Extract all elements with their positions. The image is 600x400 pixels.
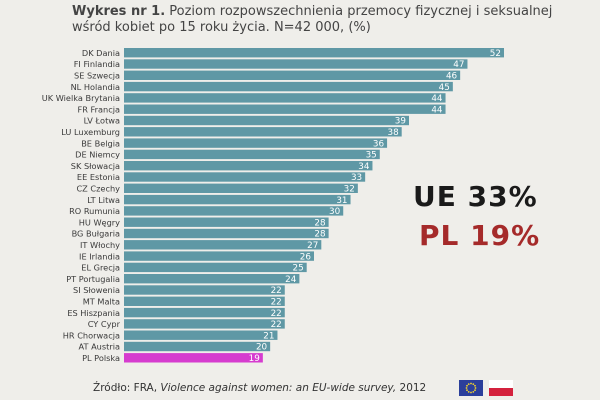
category-label: LV Łotwa xyxy=(84,116,120,126)
value-label: 47 xyxy=(453,60,464,70)
bar xyxy=(124,183,358,193)
source-note: Źródło: FRA, Violence against women: an … xyxy=(93,382,426,394)
bar xyxy=(124,161,373,171)
value-label: 27 xyxy=(307,241,318,251)
category-label: LT Litwa xyxy=(87,195,120,205)
category-label: EE Estonia xyxy=(77,172,120,182)
value-label: 26 xyxy=(300,252,312,262)
source-prefix: Źródło: FRA, xyxy=(93,382,161,394)
bar xyxy=(124,93,446,103)
bar xyxy=(124,172,366,182)
value-label: 22 xyxy=(271,286,282,296)
value-label: 44 xyxy=(431,94,443,104)
category-label: IE Irlandia xyxy=(79,251,120,261)
value-label: 52 xyxy=(490,49,501,59)
value-label: 44 xyxy=(431,105,443,115)
bar xyxy=(124,228,329,239)
value-label: 24 xyxy=(285,275,297,285)
category-label: IT Włochy xyxy=(80,240,120,250)
value-label: 39 xyxy=(395,117,406,127)
value-label: 28 xyxy=(314,230,325,240)
category-label: AT Austria xyxy=(79,342,121,352)
value-label: 33 xyxy=(351,173,362,183)
source-title: Violence against women: an EU-wide surve… xyxy=(160,382,397,394)
bar xyxy=(124,240,322,250)
category-label: CZ Czechy xyxy=(76,184,120,194)
bar xyxy=(124,70,461,80)
value-label: 25 xyxy=(292,264,303,274)
category-label: NL Holandia xyxy=(71,82,120,92)
category-label: RO Rumunia xyxy=(69,206,120,216)
category-label: FR Francja xyxy=(78,104,120,114)
value-label: 22 xyxy=(271,309,282,319)
bar xyxy=(124,194,351,205)
source-suffix: 2012 xyxy=(396,382,427,394)
bar xyxy=(124,48,504,58)
category-label: FI Finlandia xyxy=(74,59,120,69)
category-label: DE Niemcy xyxy=(75,150,120,160)
chart-title-text: Poziom rozpowszechnienia przemocy fizycz… xyxy=(72,4,553,35)
bar xyxy=(124,296,285,306)
value-label: 32 xyxy=(344,185,355,195)
bar xyxy=(124,319,285,329)
category-label: DK Dania xyxy=(82,48,120,58)
bar xyxy=(124,330,278,340)
bar xyxy=(124,285,285,295)
value-label: 30 xyxy=(329,207,341,217)
chart-title: Wykres nr 1. Poziom rozpowszechnienia pr… xyxy=(72,4,592,36)
value-label: 36 xyxy=(373,139,385,149)
eu-average-stat: UE 33% xyxy=(413,180,538,213)
value-label: 46 xyxy=(446,72,458,82)
bar xyxy=(124,104,446,114)
category-label: CY Cypr xyxy=(88,319,121,329)
poland-stat: PL 19% xyxy=(419,219,541,252)
category-label: ES Hiszpania xyxy=(67,308,120,318)
category-label: PL Polska xyxy=(82,353,120,363)
bar xyxy=(124,81,453,92)
bar xyxy=(124,353,263,363)
category-label: HR Chorwacja xyxy=(63,330,120,340)
category-label: LU Luxemburg xyxy=(61,127,120,137)
value-label: 45 xyxy=(439,83,450,93)
eu-flag-icon xyxy=(459,380,483,396)
bar xyxy=(124,59,468,69)
category-label: SE Szwecja xyxy=(74,71,120,81)
eu-stars-icon xyxy=(465,382,477,394)
bar xyxy=(124,115,409,126)
value-label: 28 xyxy=(314,218,325,228)
category-label: PT Portugalia xyxy=(66,274,120,284)
bar xyxy=(124,251,314,261)
value-label: 38 xyxy=(387,128,398,138)
value-label: 22 xyxy=(271,320,282,330)
category-label: SI Słowenia xyxy=(73,285,120,295)
poland-flag-icon xyxy=(489,380,513,396)
category-label: MT Malta xyxy=(83,297,120,307)
value-label: 31 xyxy=(336,196,347,206)
bar xyxy=(124,206,344,216)
value-label: 20 xyxy=(256,343,268,353)
value-label: 21 xyxy=(263,331,274,341)
value-label: 35 xyxy=(366,151,377,161)
bar xyxy=(124,217,329,227)
bar xyxy=(124,149,380,160)
bar xyxy=(124,127,402,137)
category-label: SK Słowacja xyxy=(71,161,120,171)
value-label: 34 xyxy=(358,162,370,172)
bar xyxy=(124,307,285,318)
value-label: 22 xyxy=(271,298,282,308)
category-label: UK Wielka Brytania xyxy=(42,93,120,103)
bar xyxy=(124,262,307,273)
chart-title-prefix: Wykres nr 1. xyxy=(72,4,166,19)
category-label: BG Bułgaria xyxy=(72,229,120,239)
bar xyxy=(124,341,271,352)
category-label: HU Węgry xyxy=(79,217,120,227)
bar xyxy=(124,138,388,148)
category-label: EL Grecja xyxy=(81,263,120,273)
bar xyxy=(124,274,300,284)
category-label: BE Belgia xyxy=(81,138,120,148)
value-label: 19 xyxy=(249,354,260,364)
